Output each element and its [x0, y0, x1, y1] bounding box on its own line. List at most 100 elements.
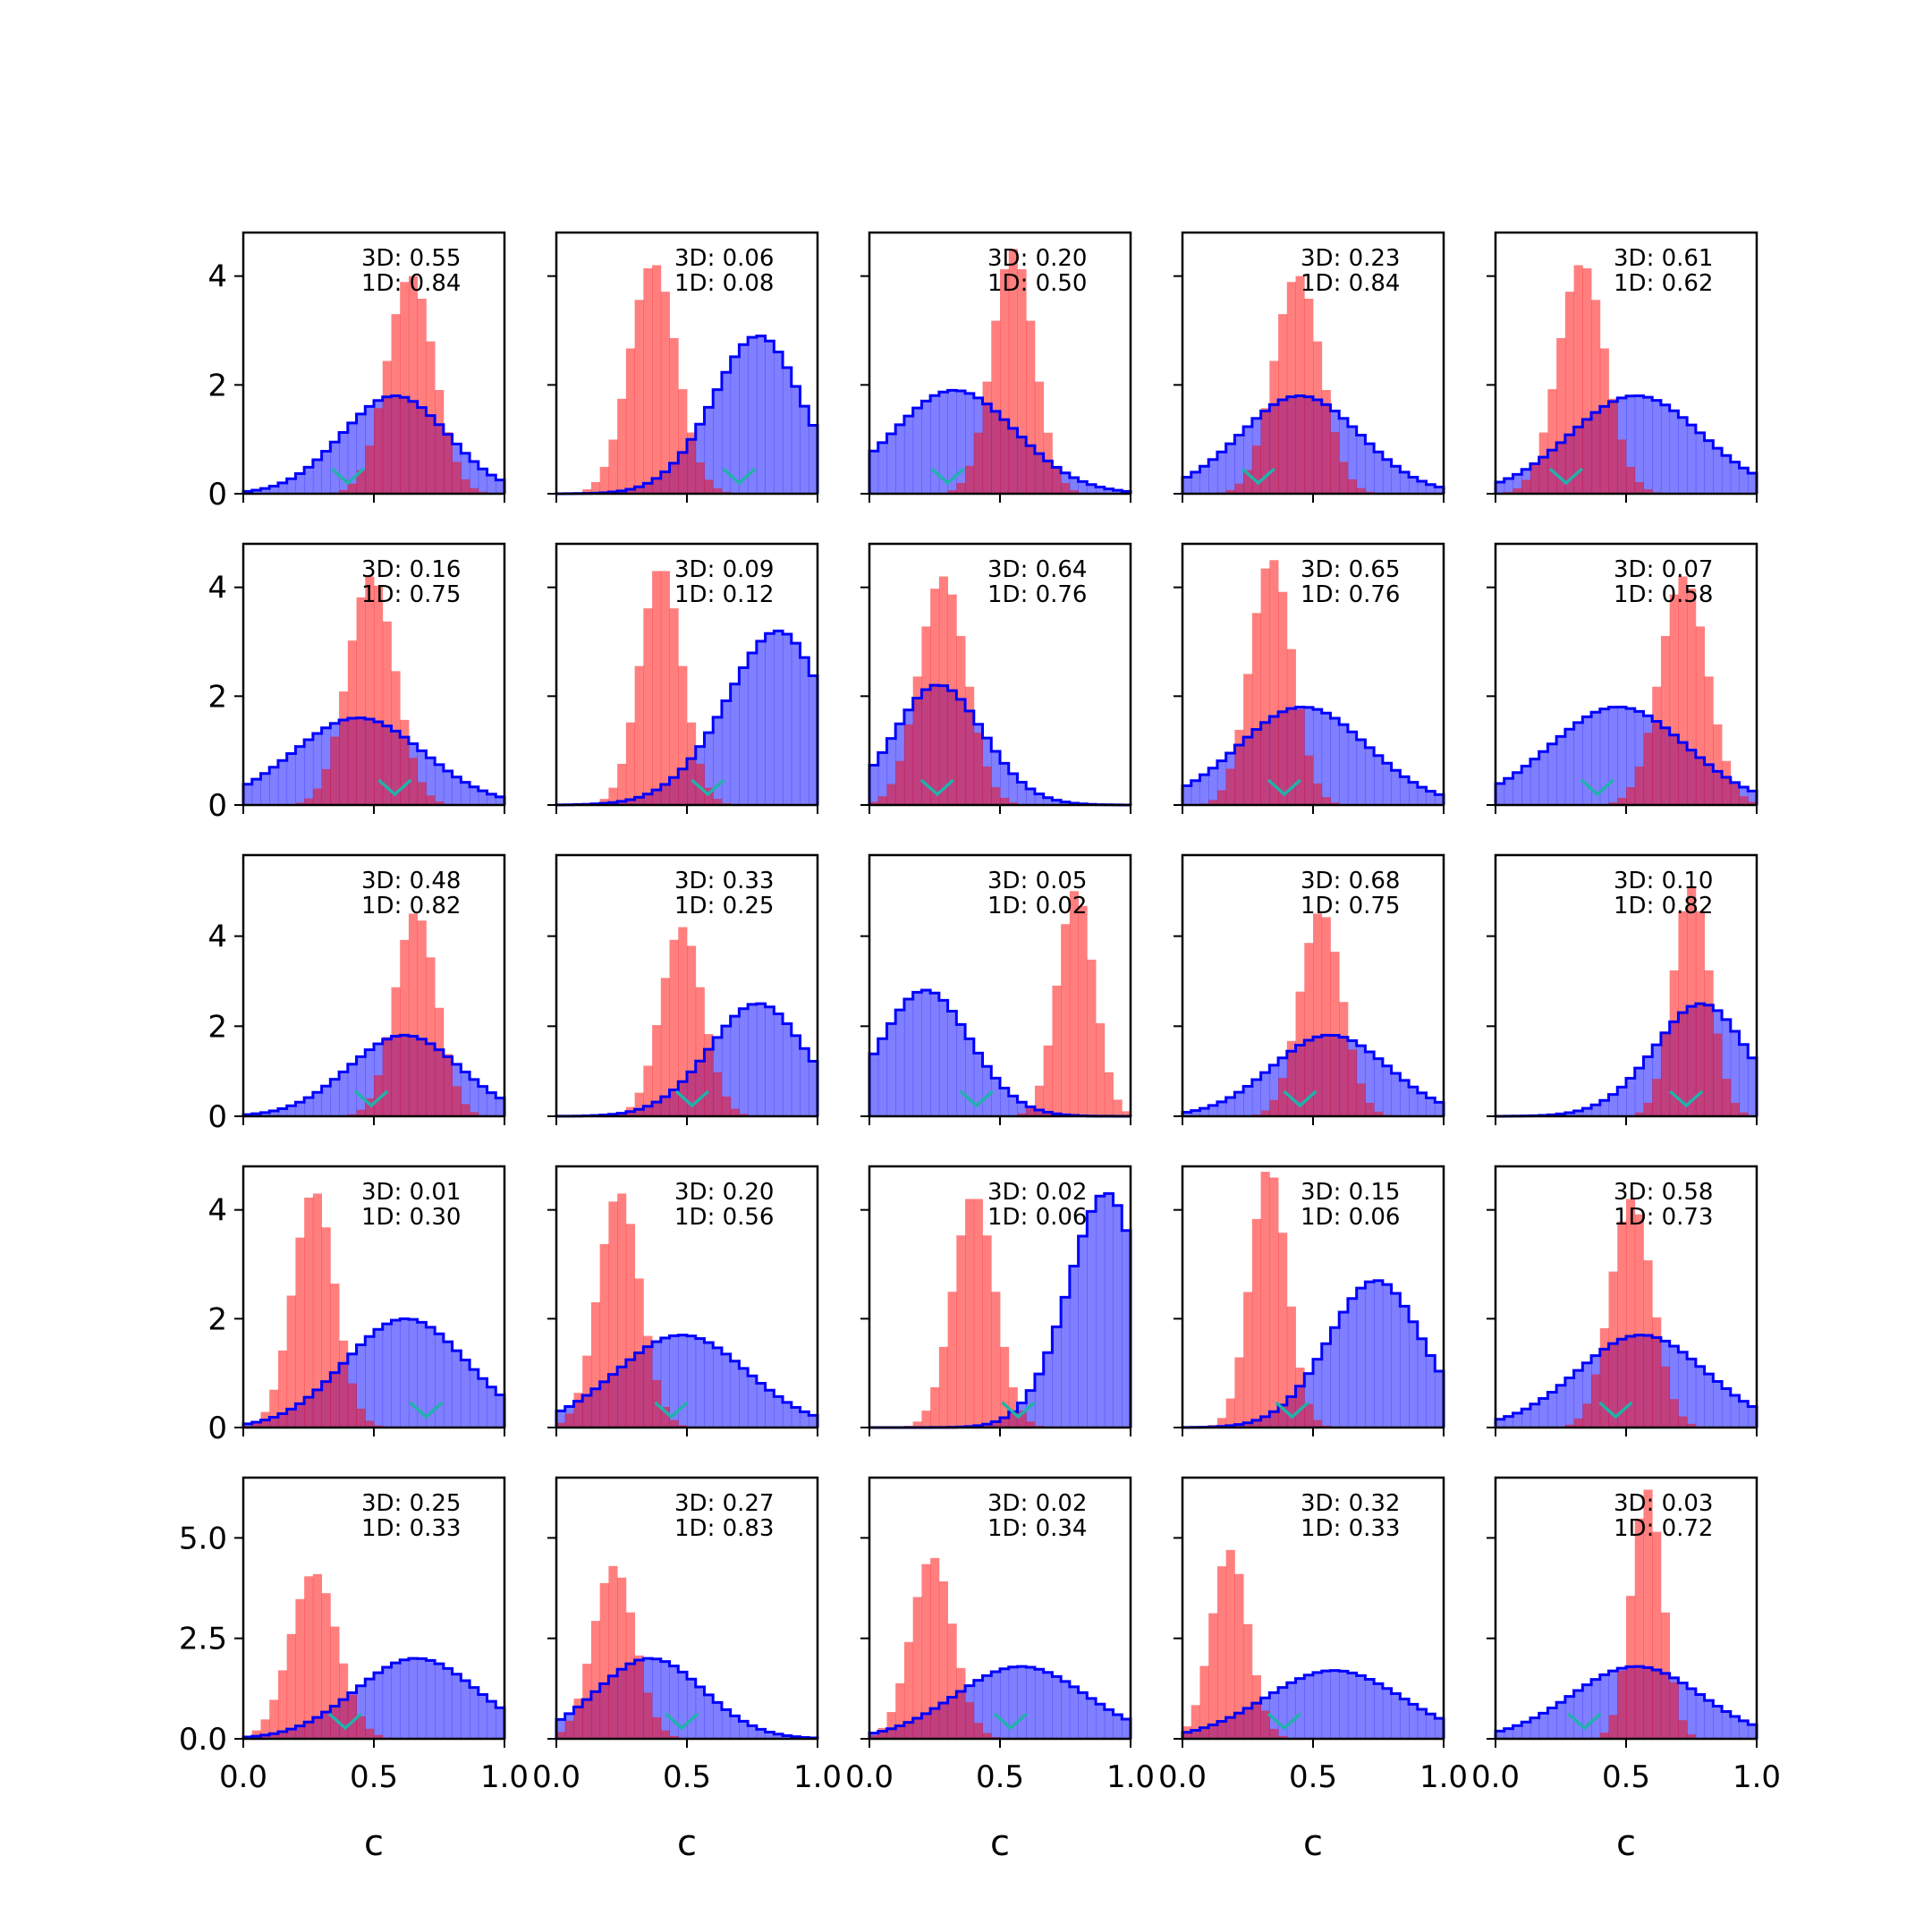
narrow-bar — [400, 719, 410, 805]
wide-bar — [1347, 426, 1358, 494]
narrow-histogram — [895, 1199, 1053, 1428]
wide-bar — [748, 1376, 758, 1428]
wide-bar — [1496, 481, 1505, 494]
wide-bar — [1365, 1282, 1375, 1428]
wide-step-outline — [1494, 394, 1758, 494]
narrow-bar — [721, 1096, 732, 1116]
narrow-bar — [1017, 1411, 1027, 1428]
wide-bar — [339, 1072, 349, 1116]
wide-bar — [1182, 785, 1192, 805]
narrow-histogram — [582, 571, 740, 805]
narrow-bar — [374, 408, 384, 494]
narrow-bar — [1660, 1612, 1671, 1739]
narrow-bar — [408, 758, 419, 805]
wide-bar — [1722, 1711, 1732, 1739]
wide-bar — [1208, 767, 1218, 805]
wide-bar — [791, 643, 801, 805]
narrow-bar — [643, 1692, 653, 1739]
annotation-3d: 3D: 0.20 — [674, 1179, 774, 1206]
wide-bar — [461, 1072, 470, 1116]
wide-bar — [704, 1343, 714, 1428]
narrow-bar — [1356, 1083, 1366, 1116]
narrow-bar — [1617, 439, 1627, 494]
wide-bar — [1599, 1100, 1609, 1116]
wide-bar — [713, 389, 723, 494]
wide-bar — [886, 433, 896, 494]
wide-bar — [1321, 713, 1331, 805]
wide-bar — [1409, 782, 1419, 805]
narrow-bar — [1547, 389, 1557, 494]
wide-bar — [809, 1415, 818, 1428]
x-tick-label: 0.5 — [663, 1759, 711, 1795]
wide-bar — [938, 1000, 948, 1116]
wide-bar — [800, 657, 809, 805]
wide-bar — [1391, 1693, 1401, 1739]
narrow-bar — [869, 801, 879, 805]
y-tick-label: 5.0 — [179, 1521, 227, 1556]
narrow-bar — [1225, 1549, 1235, 1739]
narrow-bar — [365, 1098, 375, 1116]
wide-bar — [330, 442, 340, 494]
wide-bar — [1538, 751, 1548, 805]
wide-bar — [1234, 435, 1244, 494]
wide-bar — [1304, 1674, 1314, 1739]
annotation-3d: 3D: 0.10 — [1614, 868, 1713, 894]
narrow-bar — [1286, 648, 1296, 805]
wide-bar — [1382, 1688, 1392, 1739]
narrow-bar — [643, 1065, 653, 1116]
annotation-1d: 1D: 0.72 — [1614, 1515, 1713, 1542]
wide-bar — [991, 1671, 1001, 1739]
x-tick-label: 0.0 — [1158, 1759, 1207, 1795]
marker-icon — [1580, 778, 1615, 797]
narrow-bar — [1313, 1419, 1323, 1428]
wide-bar — [1061, 1681, 1071, 1739]
wide-bar — [382, 1666, 392, 1739]
wide-bar — [1417, 1092, 1427, 1116]
wide-bar — [1564, 1113, 1574, 1116]
wide-bar — [1000, 763, 1010, 805]
narrow-histogram — [243, 1573, 401, 1739]
wide-bar — [730, 683, 740, 805]
wide-bar — [809, 1061, 818, 1116]
wide-step-outline — [242, 1317, 506, 1428]
narrow-bar — [982, 1733, 992, 1739]
wide-bar — [991, 750, 1001, 805]
narrow-bar — [1260, 568, 1270, 805]
x-axis-label: c — [1303, 1823, 1323, 1864]
narrow-bar — [704, 1034, 714, 1116]
narrow-bar — [417, 782, 427, 805]
wide-bar — [1713, 1706, 1723, 1739]
wide-bar — [1435, 1102, 1445, 1116]
narrow-bar — [1599, 1327, 1609, 1428]
wide-bar — [1409, 477, 1419, 494]
wide-bar — [756, 1004, 766, 1116]
wide-bar — [748, 337, 758, 494]
narrow-bar — [1564, 292, 1574, 494]
narrow-bar — [599, 799, 609, 805]
y-tick-label: 2 — [208, 1301, 227, 1337]
narrow-bar — [1687, 886, 1697, 1116]
narrow-bar — [1582, 1403, 1592, 1428]
narrow-bar — [321, 1227, 331, 1428]
narrow-bar — [1521, 479, 1531, 494]
wide-bar — [947, 1011, 957, 1116]
wide-bar — [321, 1086, 331, 1116]
wide-bar — [1634, 395, 1644, 494]
narrow-bar — [1704, 676, 1714, 805]
wide-bar — [687, 1335, 697, 1428]
wide-bar — [1748, 791, 1758, 805]
wide-bar — [704, 733, 714, 805]
wide-bar — [1599, 708, 1609, 805]
x-axis-label: c — [677, 1823, 697, 1864]
wide-bar — [1365, 1051, 1375, 1116]
annotation-1d: 1D: 0.76 — [987, 581, 1087, 608]
narrow-bar — [1626, 787, 1636, 805]
narrow-bar — [312, 1193, 322, 1428]
narrow-bar — [617, 763, 627, 805]
wide-bar — [947, 390, 957, 494]
narrow-bar — [678, 1425, 688, 1428]
wide-bar — [756, 1383, 766, 1428]
